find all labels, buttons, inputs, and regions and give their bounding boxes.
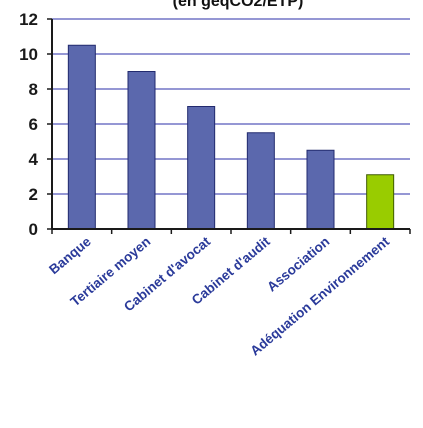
x-tick-label-0: Banque [46, 233, 94, 277]
bar-2 [187, 106, 216, 230]
y-tick-label-4: 4 [29, 150, 39, 169]
axes [47, 18, 411, 234]
y-tick-labels: 0 2 4 6 8 10 12 [19, 10, 38, 239]
chart-title: (en geqCO2/ETP) [173, 0, 304, 10]
bar-4 [306, 149, 335, 230]
bar-5 [366, 174, 395, 230]
bars [67, 44, 395, 230]
y-tick-label-8: 8 [29, 80, 38, 99]
y-tick-label-10: 10 [19, 45, 38, 64]
bar-0 [67, 44, 96, 230]
y-tick-label-6: 6 [29, 115, 38, 134]
grid-lines [52, 18, 410, 195]
y-tick-label-12: 12 [19, 10, 38, 29]
y-tick-label-0: 0 [29, 220, 38, 239]
bar-3 [246, 132, 275, 230]
bar-1 [127, 71, 156, 230]
y-tick-label-2: 2 [29, 185, 38, 204]
